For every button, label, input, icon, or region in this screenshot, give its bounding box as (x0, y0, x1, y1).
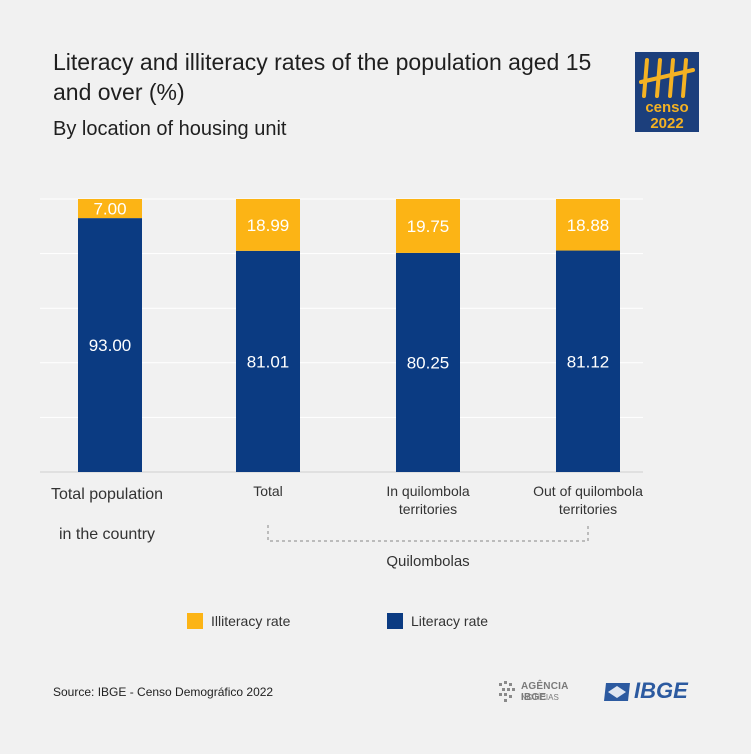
category-label: In quilombola (386, 483, 469, 499)
data-label-literacy: 80.25 (407, 353, 450, 372)
data-label-literacy: 93.00 (89, 336, 132, 355)
data-label-illiteracy: 19.75 (407, 217, 450, 236)
category-label: Out of quilombola (533, 483, 643, 499)
bar-literacy (556, 250, 620, 472)
censo-2022-logo: censo 2022 (635, 52, 699, 132)
category-label: Total (253, 483, 283, 499)
data-label-illiteracy: 18.99 (247, 216, 290, 235)
quilombolas-group-label: Quilombolas (386, 553, 469, 570)
bar-literacy (236, 250, 300, 472)
bar-illiteracy (78, 199, 142, 219)
agencia-ibge-logo: AGÊNCIA IBGE NOTÍCIAS (499, 677, 595, 707)
source-note: Source: IBGE - Censo Demográfico 2022 (53, 685, 274, 699)
bar-literacy (78, 218, 142, 472)
ibge-logo: IBGE (604, 678, 704, 706)
agencia-main: AGÊNCIA IBGE (521, 681, 569, 703)
data-label-illiteracy: 18.88 (567, 216, 610, 235)
chart-title: Literacy and illiteracy rates of the pop… (53, 49, 592, 105)
data-label-literacy: 81.01 (247, 352, 290, 371)
category-label: territories (559, 501, 617, 517)
legend-label-literacy: Literacy rate (411, 613, 489, 629)
legend-swatch-literacy (387, 613, 403, 629)
logo-word: censo (645, 99, 688, 116)
stacked-bar-chart: 93.00 7.00 Total population in the country 8… (40, 198, 643, 570)
category-label: territories (399, 501, 457, 517)
bar-illiteracy (396, 199, 460, 253)
quilombolas-bracket (267, 525, 589, 542)
chart-subtitle: By location of housing unit (53, 118, 287, 140)
legend-swatch-illiteracy (187, 613, 203, 629)
logo-year: 2022 (650, 115, 683, 132)
data-label-illiteracy: 7.00 (93, 200, 126, 219)
legend-item-literacy: Literacy rate (387, 611, 488, 631)
ibge-wordmark: IBGE (634, 678, 688, 703)
data-label-literacy: 81.12 (567, 352, 610, 371)
bar-illiteracy (236, 199, 300, 251)
legend-item-illiteracy: Illiteracy rate (187, 611, 290, 631)
legend-label-illiteracy: Illiteracy rate (211, 613, 291, 629)
bar-literacy (396, 252, 460, 472)
bar-illiteracy (556, 199, 620, 251)
category-label: Total population (51, 486, 163, 503)
category-label: in the country (59, 526, 155, 543)
agencia-sub: NOTÍCIAS (521, 693, 559, 702)
